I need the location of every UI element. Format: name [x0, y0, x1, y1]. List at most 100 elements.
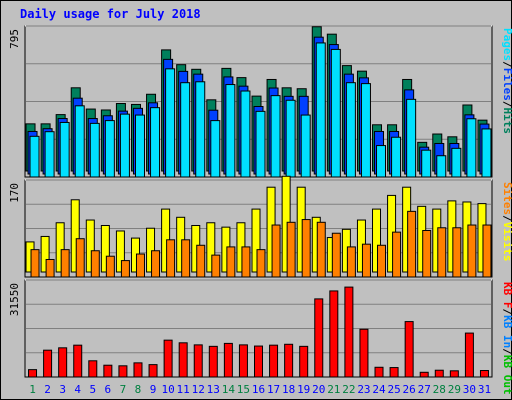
pages-bar-day-28 — [436, 155, 447, 178]
kb-f-bar-day-3 — [58, 347, 68, 378]
day-label-4: 4 — [74, 383, 81, 396]
kb-f-bar-day-12 — [193, 344, 203, 378]
pages-bar-day-11 — [180, 82, 191, 178]
day-label-13: 13 — [207, 383, 220, 396]
kb-f-bar-day-4 — [73, 344, 83, 378]
day-label-25: 25 — [387, 383, 400, 396]
day-label-29: 29 — [448, 383, 461, 396]
day-label-21: 21 — [327, 383, 340, 396]
pages-bar-day-4 — [74, 105, 85, 178]
kbf-kbin-kbout-ymax-label: 31550 — [8, 283, 21, 316]
kb-f-bar-day-31 — [479, 370, 489, 378]
day-label-17: 17 — [267, 383, 280, 396]
visits-sites-panel: 170 Sites/Visits — [8, 175, 512, 278]
sites-bar-day-22 — [346, 246, 356, 278]
pages-bar-day-9 — [150, 107, 161, 178]
day-label-5: 5 — [89, 383, 96, 396]
hits-legend-label: Hits — [501, 108, 512, 135]
sites-legend-label: Sites — [501, 182, 512, 215]
visits-bar-day-7 — [115, 230, 125, 273]
pages-bar-day-14 — [225, 84, 236, 178]
sites-bar-day-23 — [361, 243, 371, 278]
sites-bar-day-18 — [286, 221, 296, 278]
kb-f-bar-day-16 — [254, 345, 263, 378]
pages-bar-day-19 — [300, 114, 311, 178]
day-label-30: 30 — [463, 383, 476, 396]
kb-f-bar-day-6 — [103, 364, 113, 378]
day-label-16: 16 — [252, 383, 265, 396]
day-axis-labels: 1 2 3 4 5 6 7 8 9 10 11 12 13 14 15 16 17 18 19 20 21 22 23 24 2… — [29, 383, 491, 396]
sites-bar-day-6 — [105, 255, 115, 278]
day-label-27: 27 — [418, 383, 431, 396]
pages-bar-day-21 — [330, 48, 341, 178]
pages-bar-day-13 — [210, 120, 221, 178]
hits-files-pages-legend: Pages/Files/Hits — [501, 28, 512, 134]
kb-f-bar-day-24 — [374, 366, 384, 378]
day-label-18: 18 — [282, 383, 295, 396]
pages-legend-label: Pages — [501, 28, 512, 61]
visits-sites-ymax-label: 170 — [8, 183, 21, 203]
pages-bar-day-1 — [29, 135, 40, 178]
visits-bar-day-6 — [100, 225, 110, 273]
day-label-6: 6 — [105, 383, 112, 396]
kb-f-bar-day-11 — [178, 342, 188, 378]
pages-bar-day-27 — [421, 149, 432, 178]
visits-sites-legend-text: Sites/Visits — [501, 182, 512, 262]
visits-sites-legend: Sites/Visits — [501, 182, 512, 262]
day-label-23: 23 — [357, 383, 370, 396]
sites-bar-day-21 — [331, 232, 341, 278]
hits-files-pages-panel: 795 Pages/Files/Hits — [8, 25, 512, 178]
day-label-11: 11 — [177, 383, 190, 396]
sites-bar-day-10 — [166, 239, 176, 278]
kb-f-bar-day-27 — [419, 371, 429, 378]
sites-bar-day-9 — [151, 250, 161, 278]
visits-bar-day-4 — [70, 199, 80, 273]
kb-f-bar-day-28 — [434, 369, 444, 378]
sites-bar-day-8 — [135, 253, 145, 278]
pages-bar-day-26 — [406, 98, 417, 178]
hits-files-pages-bars — [25, 26, 492, 178]
kb-f-bar-day-9 — [148, 364, 158, 378]
hits-files-pages-legend-text: Pages/Files/Hits — [501, 28, 512, 134]
kb-f-legend-label: KB F — [501, 282, 512, 309]
sites-bar-day-4 — [75, 238, 85, 278]
pages-bar-day-7 — [119, 113, 130, 178]
kb-f-bar-day-13 — [208, 345, 218, 378]
day-label-9: 9 — [150, 383, 157, 396]
pages-bar-day-16 — [255, 110, 266, 178]
sites-bar-day-20 — [316, 221, 326, 278]
kb-f-bar-day-23 — [359, 328, 369, 378]
pages-bar-day-15 — [240, 90, 251, 178]
kb-in-legend-label: KB In — [501, 315, 512, 348]
pages-bar-day-30 — [466, 118, 477, 178]
sites-bar-day-29 — [452, 227, 462, 278]
visits-bar-day-2 — [40, 235, 50, 273]
visits-bar-day-9 — [146, 227, 156, 273]
sites-bar-day-13 — [211, 254, 221, 278]
kb-f-bar-day-10 — [163, 339, 173, 378]
day-label-20: 20 — [312, 383, 325, 396]
kb-f-bar-day-8 — [133, 362, 143, 378]
kb-f-bar-day-2 — [43, 349, 53, 378]
day-label-22: 22 — [342, 383, 355, 396]
day-label-1: 1 — [29, 383, 36, 396]
day-label-14: 14 — [222, 383, 236, 396]
kb-out-legend-label: KB Out — [501, 355, 512, 395]
pages-bar-day-20 — [315, 42, 326, 178]
kbf-kbin-kbout-legend: KB F/KB In/KB Out — [501, 282, 512, 395]
sites-bar-day-5 — [90, 250, 100, 278]
day-label-3: 3 — [59, 383, 66, 396]
day-label-19: 19 — [297, 383, 310, 396]
kb-f-bar-day-5 — [88, 360, 98, 378]
day-label-10: 10 — [161, 383, 174, 396]
visits-bar-day-24 — [372, 208, 382, 273]
kb-f-bar-day-29 — [449, 370, 459, 378]
pages-bar-day-29 — [451, 147, 462, 178]
sites-bar-day-14 — [226, 246, 236, 278]
day-label-24: 24 — [372, 383, 386, 396]
hits-files-pages-ymax-label: 795 — [8, 29, 21, 49]
day-label-2: 2 — [44, 383, 51, 396]
visits-bar-day-13 — [206, 222, 216, 273]
sites-bar-day-2 — [45, 258, 55, 278]
sites-bar-day-1 — [30, 249, 40, 278]
